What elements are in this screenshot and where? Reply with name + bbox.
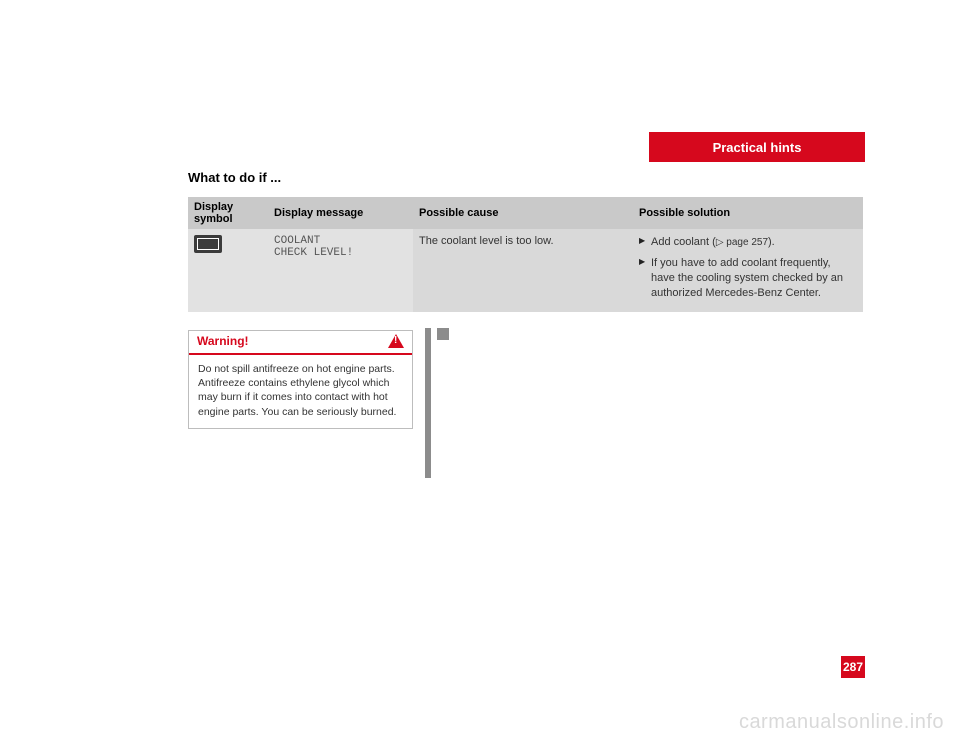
cell-message: COOLANT CHECK LEVEL! [268,229,413,312]
table-header-row: Display symbol Display message Possible … [188,197,863,229]
page-number: 287 [843,660,863,674]
solution-item-2: If you have to add coolant frequently, h… [639,256,857,301]
sol1-pre: Add coolant ( [651,236,716,248]
warning-header: Warning! [189,331,412,355]
sol1-xref: ▷ page 257 [716,237,768,248]
header-practical-hints: Practical hints [649,132,865,162]
warning-box: Warning! Do not spill antifreeze on hot … [188,330,413,429]
message-line-2: CHECK LEVEL! [274,247,407,259]
th-symbol: Display symbol [188,197,268,229]
page-number-badge: 287 [841,656,865,678]
sol1-post: ). [768,236,775,248]
solution-list: Add coolant (▷ page 257). If you have to… [639,235,857,300]
section-title: What to do if ... [188,170,281,185]
cell-solution: Add coolant (▷ page 257). If you have to… [633,229,863,312]
warning-body: Do not spill antifreeze on hot engine pa… [189,355,412,428]
message-line-1: COOLANT [274,235,407,247]
watermark-text: carmanualsonline.info [739,711,944,734]
cell-cause: The coolant level is too low. [413,229,633,312]
table-row: COOLANT CHECK LEVEL! The coolant level i… [188,229,863,312]
th-solution: Possible solution [633,197,863,229]
column-marker-icon [437,328,449,340]
solution-item-1: Add coolant (▷ page 257). [639,235,857,250]
column-divider [425,328,431,478]
warning-triangle-icon [388,334,404,348]
th-message: Display message [268,197,413,229]
display-message-table: Display symbol Display message Possible … [188,197,863,312]
cell-symbol [188,229,268,312]
header-title: Practical hints [713,140,802,155]
warning-title: Warning! [197,334,249,348]
th-cause: Possible cause [413,197,633,229]
coolant-symbol-icon [194,235,222,253]
